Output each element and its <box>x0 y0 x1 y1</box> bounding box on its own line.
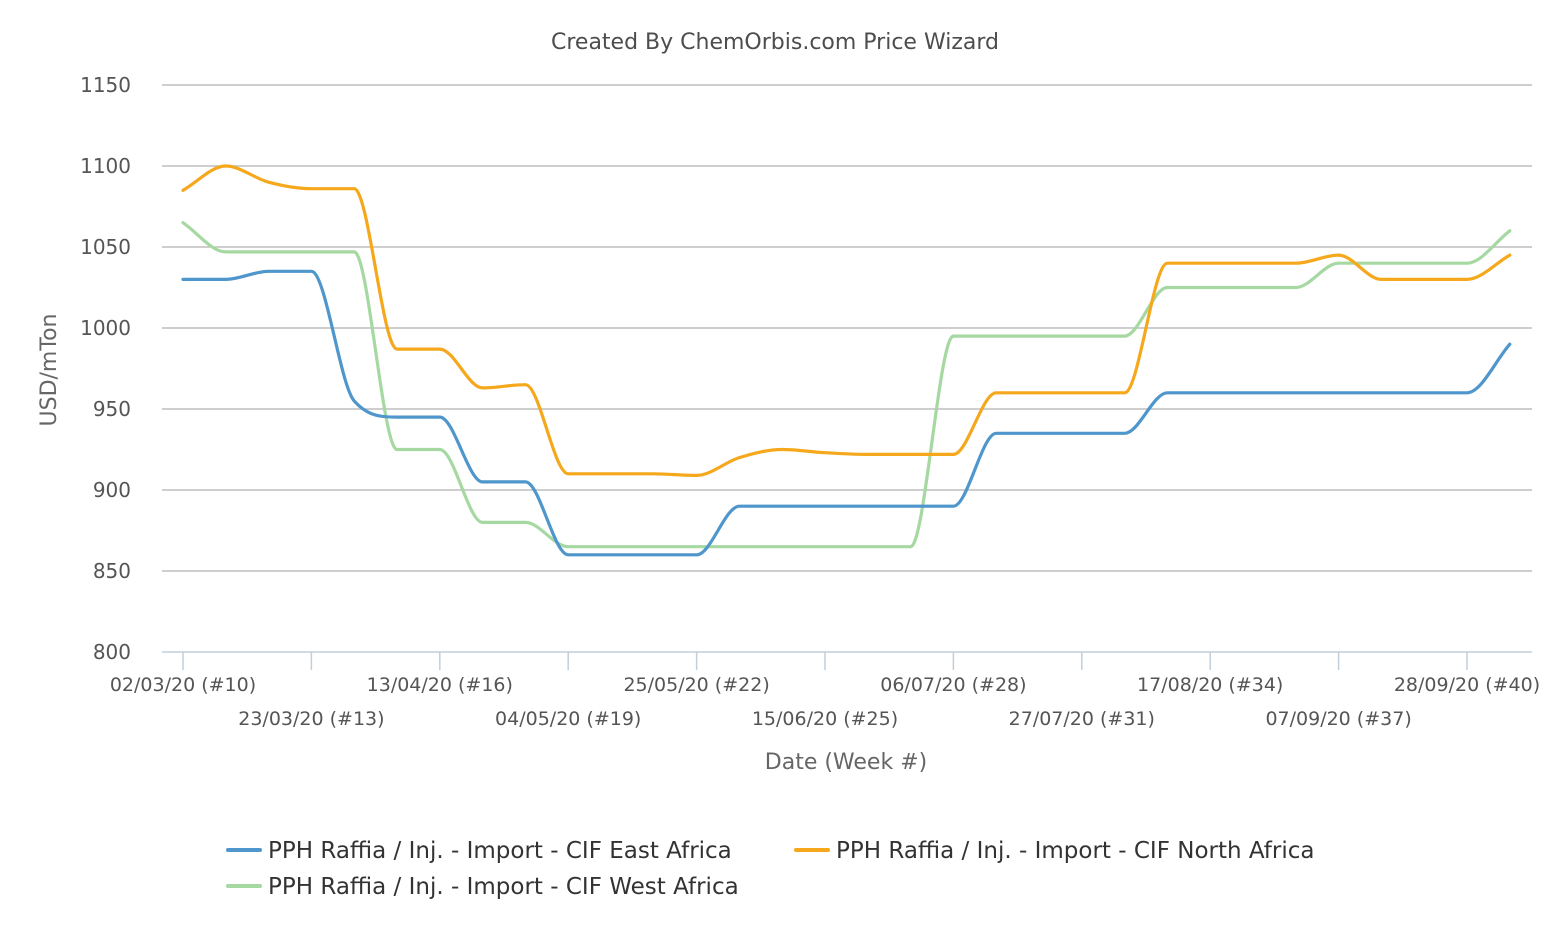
x-axis-ticks: 02/03/20 (#10) 23/03/20 (#13) 13/04/20 (#1… <box>110 652 1540 730</box>
legend-item-label: PPH Raffia / Inj. - Import - CIF North A… <box>836 838 1314 864</box>
y-tick-label: 1000 <box>80 316 131 340</box>
y-tick-label: 1100 <box>80 154 131 178</box>
x-tick-label: 28/09/20 (#40) <box>1394 674 1540 696</box>
y-tick-label: 900 <box>93 478 131 502</box>
x-tick-label: 04/05/20 (#19) <box>495 708 641 730</box>
y-tick-label: 1050 <box>80 235 131 259</box>
y-tick-label: 800 <box>93 640 131 664</box>
y-tick-label: 950 <box>93 397 131 421</box>
x-tick-label: 02/03/20 (#10) <box>110 674 256 696</box>
x-tick-label: 07/09/20 (#37) <box>1265 708 1411 730</box>
x-tick-label: 23/03/20 (#13) <box>238 708 384 730</box>
legend-item-label: PPH Raffia / Inj. - Import - CIF East Af… <box>268 838 732 864</box>
x-tick-label: 15/06/20 (#25) <box>752 708 898 730</box>
x-tick-label: 27/07/20 (#31) <box>1009 708 1155 730</box>
x-tick-label: 06/07/20 (#28) <box>880 674 1026 696</box>
y-tick-label: 1150 <box>80 73 131 97</box>
series-line-3 <box>181 221 1512 549</box>
series-line-2 <box>181 164 1512 477</box>
series-lines <box>181 164 1512 557</box>
x-tick-label: 13/04/20 (#16) <box>367 674 513 696</box>
legend: PPH Raffia / Inj. - Import - CIF East Af… <box>226 838 1314 900</box>
y-axis-label: USD/mTon <box>37 314 62 427</box>
grid-lines <box>162 84 1532 572</box>
x-tick-label: 25/05/20 (#22) <box>623 674 769 696</box>
legend-item-label: PPH Raffia / Inj. - Import - CIF West Af… <box>268 874 739 900</box>
y-axis-ticks: 800 850 900 950 1000 1050 1100 1150 <box>80 73 131 664</box>
y-tick-label: 850 <box>93 559 131 583</box>
x-axis-label: Date (Week #) <box>765 750 927 775</box>
series-line-1 <box>181 269 1512 557</box>
chart-title: Created By ChemOrbis.com Price Wizard <box>551 30 999 55</box>
x-tick-label: 17/08/20 (#34) <box>1137 674 1283 696</box>
